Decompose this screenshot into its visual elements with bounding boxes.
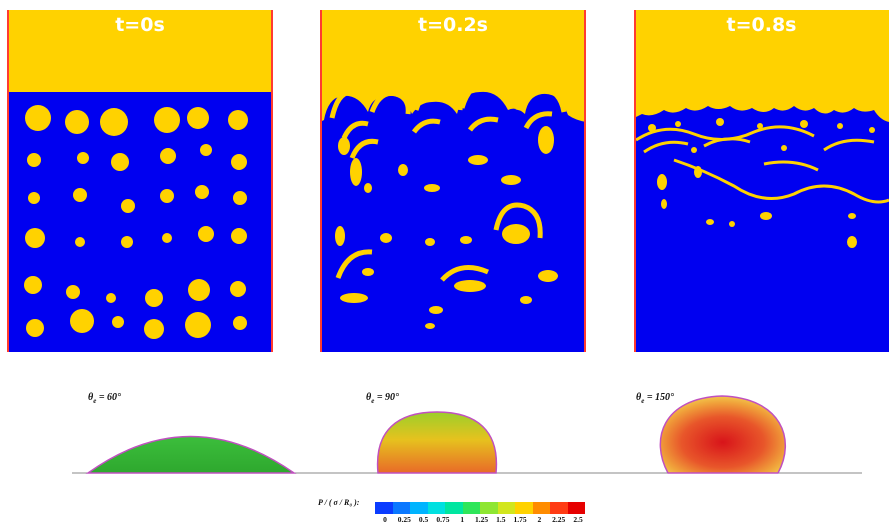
colorbar-tick-label: 2: [537, 515, 542, 524]
colorbar-label: P / ( σ / R₀ ):: [318, 498, 360, 507]
left-wall: [634, 10, 636, 352]
colorbar-cell: [462, 502, 480, 514]
simulation-panel-t0: t=0s: [7, 10, 273, 352]
theta-label-150: θe = 150°: [636, 392, 675, 405]
time-label: t=0.8s: [726, 14, 797, 36]
colorbar-tick-label: 2.25: [552, 515, 566, 524]
colorbar-tick-label: 1.25: [474, 515, 489, 524]
colorbar-tick-label: 0.75: [436, 515, 450, 524]
theta-label-60: θe = 60°: [88, 392, 122, 405]
colorbar-tick-label: 0: [383, 515, 387, 524]
colorbar-cell: [392, 502, 410, 514]
colorbar-cell: [375, 502, 393, 514]
colorbar-cell: [515, 502, 533, 514]
left-wall: [7, 10, 9, 352]
colorbar-tick-label: 2.5: [573, 515, 583, 524]
colorbar-tick-label: 1: [460, 515, 465, 524]
colorbar-tick-label: 0.25: [397, 515, 411, 524]
bubbles-layer: [24, 105, 248, 339]
colorbar-cell: [497, 502, 515, 514]
droplet-90: [376, 411, 498, 474]
simulation-panel-t02: t=0.2s: [320, 10, 586, 352]
time-label: t=0.2s: [418, 14, 488, 36]
colorbar-tick-label: 1.5: [496, 515, 506, 524]
droplet-60: [85, 435, 297, 474]
droplet-150: [659, 395, 787, 474]
simulation-panel-t08: t=0.8s: [634, 10, 889, 352]
right-wall: [584, 10, 586, 352]
gas-region: [7, 10, 273, 92]
colorbar-cell: [427, 502, 445, 514]
colorbar-tick-label: 0.5: [418, 515, 429, 524]
time-label: t=0s: [115, 14, 165, 36]
colorbar-cell: [532, 502, 550, 514]
interface-layer: [634, 10, 889, 248]
theta-label-90: θe = 90°: [366, 392, 400, 405]
colorbar-cell: [480, 502, 498, 514]
interface-layer: [320, 10, 586, 329]
colorbar-cell: [445, 502, 463, 514]
colorbar-cell: [410, 502, 428, 514]
colorbar-cell: [567, 502, 585, 514]
right-wall: [271, 10, 273, 352]
colorbar: [375, 502, 585, 514]
colorbar-tick-label: 1.75: [513, 515, 527, 524]
colorbar-cell: [550, 502, 568, 514]
left-wall: [320, 10, 322, 352]
